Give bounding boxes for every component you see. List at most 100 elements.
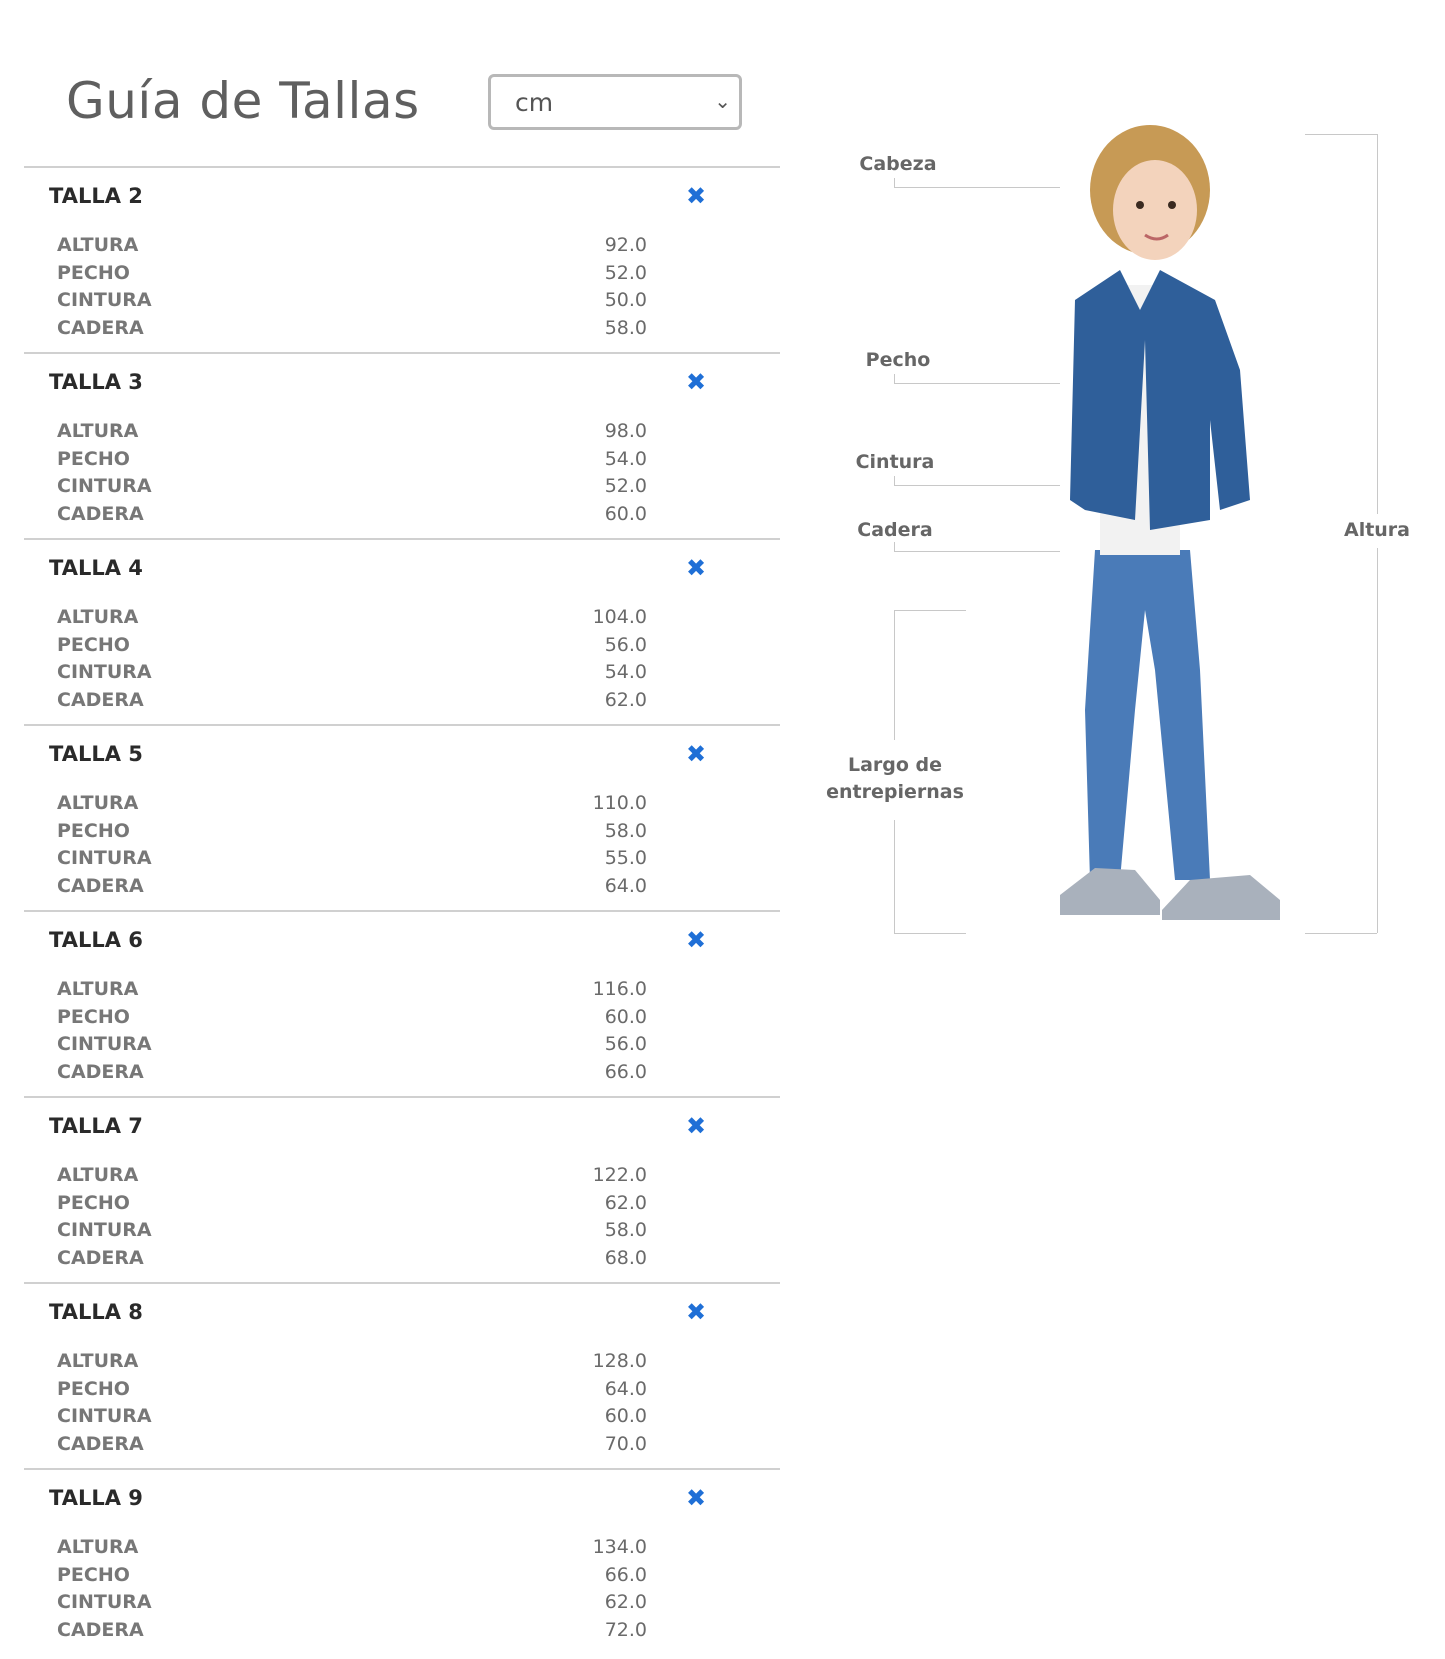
size-title: TALLA 2 (49, 184, 143, 208)
measurement-row: PECHO 64.0 (57, 1378, 647, 1405)
measurement-row: PECHO 52.0 (57, 262, 647, 289)
measurement-value: 116.0 (592, 978, 647, 1000)
line (894, 178, 895, 188)
measurement-label: ALTURA (57, 792, 139, 814)
size-section: TALLA 3 ✖ ALTURA 98.0 PECHO 54.0 CINTURA 52… (0, 354, 780, 540)
measurement-label: PECHO (57, 1191, 130, 1214)
measurement-value: 60.0 (604, 503, 647, 526)
line (894, 551, 1060, 552)
measurement-value: 55.0 (604, 847, 647, 870)
measurement-value: 128.0 (592, 1350, 647, 1372)
close-x-icon[interactable]: ✖ (686, 1112, 707, 1140)
section-divider (24, 1468, 780, 1470)
unit-select[interactable]: cm ⌄ (488, 74, 742, 130)
measurement-value: 66.0 (604, 1061, 647, 1084)
measurement-row: ALTURA 92.0 (57, 234, 647, 261)
line (894, 187, 1060, 188)
line (894, 476, 895, 486)
line (894, 485, 1060, 486)
line (1305, 933, 1377, 934)
measurement-value: 62.0 (604, 1591, 647, 1614)
measurement-value: 58.0 (604, 1219, 647, 1242)
close-x-icon[interactable]: ✖ (686, 368, 707, 396)
measurement-label: CADERA (57, 1619, 144, 1642)
close-x-icon[interactable]: ✖ (686, 1484, 707, 1512)
chevron-down-icon: ⌄ (714, 89, 731, 113)
measurement-row: ALTURA 110.0 (57, 792, 647, 819)
measurement-label: PECHO (57, 633, 130, 656)
measurement-value: 58.0 (604, 819, 647, 842)
measurement-label: CINTURA (57, 289, 152, 312)
label-cabeza: Cabeza (859, 153, 937, 175)
label-pecho: Pecho (865, 349, 931, 371)
close-x-icon[interactable]: ✖ (686, 740, 707, 768)
measurement-label: CADERA (57, 1247, 144, 1270)
measurement-row: CADERA 62.0 (57, 689, 647, 716)
measurement-row: CINTURA 55.0 (57, 847, 647, 874)
measurement-label: ALTURA (57, 420, 139, 442)
close-x-icon[interactable]: ✖ (686, 182, 707, 210)
measurement-value: 60.0 (604, 1005, 647, 1028)
measurement-label: CADERA (57, 503, 144, 526)
section-divider (24, 352, 780, 354)
measurement-value: 68.0 (604, 1247, 647, 1270)
measurement-label: PECHO (57, 1005, 130, 1028)
size-title: TALLA 5 (49, 742, 143, 766)
measurement-value: 64.0 (604, 875, 647, 898)
measurement-value: 98.0 (604, 420, 647, 442)
section-divider (24, 166, 780, 168)
measurement-label: PECHO (57, 819, 130, 842)
size-title: TALLA 3 (49, 370, 143, 394)
line (1377, 548, 1378, 933)
measurement-label: PECHO (57, 1377, 130, 1400)
section-divider (24, 724, 780, 726)
measurement-value: 56.0 (604, 633, 647, 656)
measurement-value: 56.0 (604, 1033, 647, 1056)
measurement-row: CINTURA 52.0 (57, 475, 647, 502)
measurement-label: ALTURA (57, 1350, 139, 1372)
measurement-row: ALTURA 122.0 (57, 1164, 647, 1191)
label-line: entrepiernas (826, 781, 964, 803)
measurement-row: CADERA 72.0 (57, 1619, 647, 1646)
measurement-row: CINTURA 50.0 (57, 289, 647, 316)
line (894, 933, 966, 934)
close-x-icon[interactable]: ✖ (686, 1298, 707, 1326)
size-title: TALLA 9 (49, 1486, 143, 1510)
size-section: TALLA 5 ✖ ALTURA 110.0 PECHO 58.0 CINTURA 5… (0, 726, 780, 912)
measurement-value: 70.0 (604, 1433, 647, 1456)
section-divider (24, 538, 780, 540)
measurement-value: 54.0 (604, 661, 647, 684)
size-section: TALLA 6 ✖ ALTURA 116.0 PECHO 60.0 CINTURA 5… (0, 912, 780, 1098)
close-x-icon[interactable]: ✖ (686, 554, 707, 582)
size-section: TALLA 9 ✖ ALTURA 134.0 PECHO 66.0 CINTURA 6… (0, 1470, 780, 1656)
measurement-label: PECHO (57, 447, 130, 470)
measurement-label: CADERA (57, 689, 144, 712)
measurement-value: 62.0 (604, 689, 647, 712)
measurement-label: CINTURA (57, 1405, 152, 1428)
measurement-label: CINTURA (57, 1033, 152, 1056)
measurement-value: 52.0 (604, 475, 647, 498)
measurement-row: CINTURA 56.0 (57, 1033, 647, 1060)
measurement-row: PECHO 54.0 (57, 448, 647, 475)
measurement-label: CADERA (57, 1433, 144, 1456)
measurement-label: CINTURA (57, 847, 152, 870)
size-title: TALLA 7 (49, 1114, 143, 1138)
measurement-value: 66.0 (604, 1563, 647, 1586)
label-cintura: Cintura (855, 451, 935, 473)
measurement-row: PECHO 60.0 (57, 1006, 647, 1033)
unit-select-value: cm (515, 87, 554, 117)
measurement-label: CINTURA (57, 1591, 152, 1614)
close-x-icon[interactable]: ✖ (686, 926, 707, 954)
measurement-label: CINTURA (57, 661, 152, 684)
measurement-row: CADERA 60.0 (57, 503, 647, 530)
line (894, 542, 895, 552)
label-largo-entrepiernas: Largo de entrepiernas (820, 752, 970, 806)
line (894, 820, 895, 933)
measurement-value: 54.0 (604, 447, 647, 470)
size-title: TALLA 8 (49, 1300, 143, 1324)
measurement-row: CADERA 64.0 (57, 875, 647, 902)
measurement-row: ALTURA 134.0 (57, 1536, 647, 1563)
measurement-value: 122.0 (592, 1164, 647, 1186)
measurement-label: ALTURA (57, 978, 139, 1000)
measurement-row: PECHO 62.0 (57, 1192, 647, 1219)
